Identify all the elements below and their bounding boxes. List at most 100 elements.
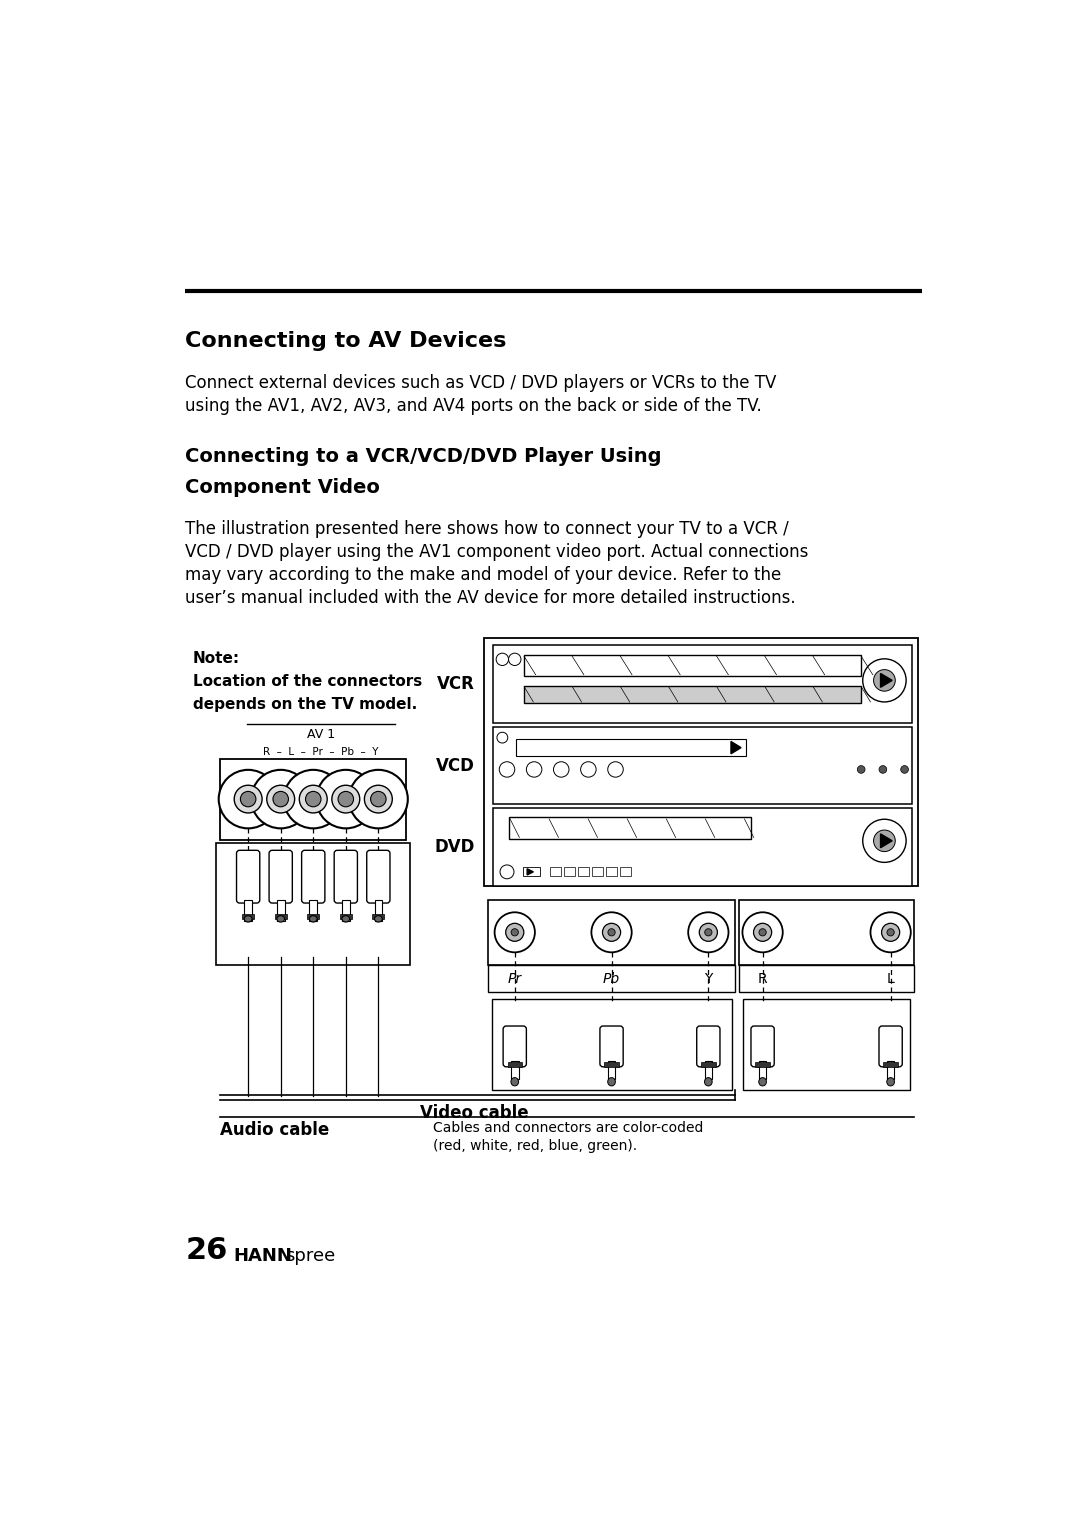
Circle shape	[241, 792, 256, 807]
Circle shape	[234, 786, 262, 813]
Text: VCD / DVD player using the AV1 component video port. Actual connections: VCD / DVD player using the AV1 component…	[186, 543, 809, 561]
Bar	[887, 1061, 894, 1079]
Bar	[274, 914, 286, 919]
Circle shape	[299, 786, 327, 813]
Bar	[484, 638, 918, 885]
FancyBboxPatch shape	[237, 850, 260, 904]
Circle shape	[881, 924, 900, 942]
Bar	[592, 867, 603, 876]
Bar	[755, 1063, 770, 1067]
Ellipse shape	[704, 1078, 712, 1086]
Text: 26: 26	[186, 1235, 228, 1264]
Ellipse shape	[342, 916, 350, 922]
Bar	[373, 914, 384, 919]
Circle shape	[608, 928, 616, 936]
Bar	[508, 1063, 522, 1067]
Circle shape	[705, 928, 712, 936]
Text: Connecting to a VCR/VCD/DVD Player Using: Connecting to a VCR/VCD/DVD Player Using	[186, 446, 662, 466]
Circle shape	[497, 732, 508, 743]
Text: DVD: DVD	[434, 838, 474, 856]
Text: The illustration presented here shows how to connect your TV to a VCR /: The illustration presented here shows ho…	[186, 520, 789, 538]
FancyBboxPatch shape	[599, 1026, 623, 1067]
Circle shape	[874, 670, 895, 691]
Text: Pb: Pb	[603, 971, 620, 986]
Bar	[701, 1063, 716, 1067]
Circle shape	[267, 786, 295, 813]
Bar	[509, 818, 752, 839]
Text: Video cable: Video cable	[420, 1104, 528, 1122]
Circle shape	[901, 766, 908, 774]
Circle shape	[496, 653, 509, 665]
Circle shape	[284, 769, 342, 829]
Circle shape	[218, 769, 278, 829]
Circle shape	[863, 659, 906, 702]
Bar	[740, 965, 914, 992]
FancyBboxPatch shape	[697, 1026, 720, 1067]
Circle shape	[332, 786, 360, 813]
Text: HANN: HANN	[233, 1246, 293, 1264]
Ellipse shape	[511, 1078, 518, 1086]
Bar	[511, 1061, 518, 1079]
FancyBboxPatch shape	[301, 850, 325, 904]
Circle shape	[581, 761, 596, 777]
Circle shape	[316, 769, 375, 829]
Circle shape	[759, 928, 766, 936]
Circle shape	[887, 928, 894, 936]
Circle shape	[499, 761, 515, 777]
Circle shape	[874, 830, 895, 852]
Ellipse shape	[309, 916, 318, 922]
Polygon shape	[731, 742, 741, 754]
Circle shape	[870, 913, 910, 953]
Bar	[488, 899, 735, 965]
Bar	[340, 914, 352, 919]
Polygon shape	[880, 673, 892, 688]
Circle shape	[688, 913, 729, 953]
Text: Connect external devices such as VCD / DVD players or VCRs to the TV: Connect external devices such as VCD / D…	[186, 373, 777, 391]
Circle shape	[754, 924, 772, 942]
Bar	[740, 899, 914, 965]
Circle shape	[608, 761, 623, 777]
Bar	[606, 867, 617, 876]
Bar	[523, 867, 540, 876]
Text: R: R	[758, 971, 768, 986]
Circle shape	[511, 928, 518, 936]
Circle shape	[338, 792, 353, 807]
Bar	[494, 809, 912, 885]
Circle shape	[252, 769, 310, 829]
Bar	[551, 867, 562, 876]
Bar	[216, 844, 410, 965]
Bar	[244, 901, 252, 920]
Circle shape	[592, 913, 632, 953]
Text: Y: Y	[704, 971, 713, 986]
Bar	[524, 654, 861, 676]
Text: Note:: Note:	[193, 651, 240, 665]
Circle shape	[505, 924, 524, 942]
Circle shape	[509, 653, 521, 665]
Text: R  –  L  –  Pr  –  Pb  –  Y: R – L – Pr – Pb – Y	[264, 748, 379, 757]
Bar	[491, 998, 731, 1090]
Bar	[375, 901, 382, 920]
Bar	[342, 901, 350, 920]
Text: Pr: Pr	[508, 971, 522, 986]
Polygon shape	[880, 833, 892, 847]
Ellipse shape	[608, 1078, 616, 1086]
Text: user’s manual included with the AV device for more detailed instructions.: user’s manual included with the AV devic…	[186, 589, 796, 607]
FancyBboxPatch shape	[367, 850, 390, 904]
Text: Cables and connectors are color-coded
(red, white, red, blue, green).: Cables and connectors are color-coded (r…	[433, 1121, 704, 1153]
Circle shape	[500, 865, 514, 879]
Ellipse shape	[375, 916, 382, 922]
Text: VCD: VCD	[435, 757, 474, 775]
Circle shape	[364, 786, 392, 813]
Text: VCR: VCR	[436, 676, 474, 693]
Bar	[516, 739, 746, 757]
Circle shape	[742, 913, 783, 953]
Bar	[242, 914, 254, 919]
Bar	[883, 1063, 897, 1067]
Circle shape	[370, 792, 387, 807]
FancyBboxPatch shape	[269, 850, 293, 904]
Bar	[494, 645, 912, 723]
Circle shape	[526, 761, 542, 777]
Circle shape	[863, 820, 906, 862]
Bar	[220, 758, 406, 839]
Bar	[276, 901, 284, 920]
